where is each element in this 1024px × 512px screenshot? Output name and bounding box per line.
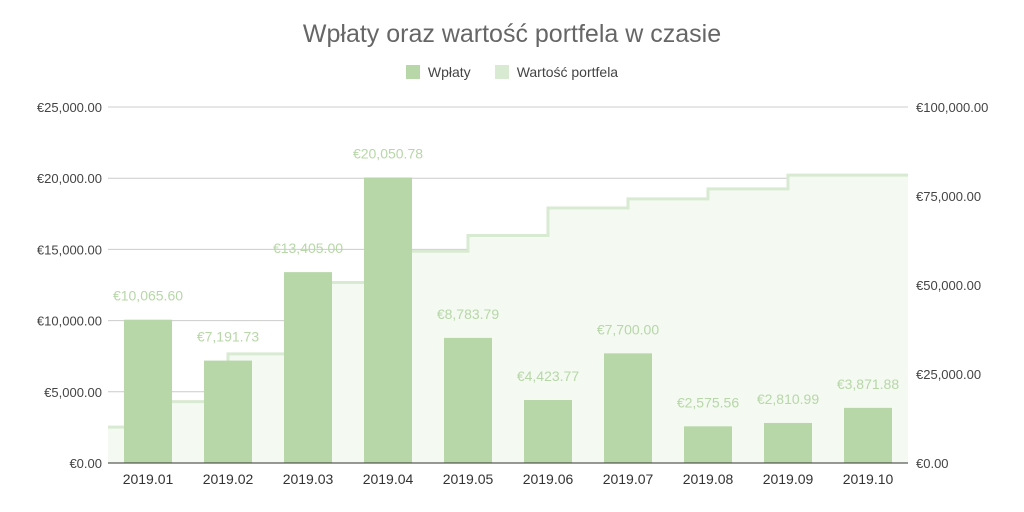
bar-value-label: €3,871.88: [837, 376, 899, 392]
bar: [124, 319, 172, 463]
y-left-tick-label: €10,000.00: [37, 314, 102, 329]
bar: [364, 177, 412, 463]
x-tick-label: 2019.01: [123, 471, 174, 487]
legend-swatch-wplaty: [405, 65, 420, 79]
y-left-tick-label: €20,000.00: [37, 171, 102, 186]
x-tick-label: 2019.08: [683, 471, 734, 487]
legend-label-wplaty: Wpłaty: [427, 64, 471, 80]
legend-item-wartosc-portfela[interactable]: Wartość portfela: [494, 64, 619, 80]
y-left-tick-label: €0.00: [69, 456, 102, 471]
legend-item-wplaty[interactable]: Wpłaty: [405, 64, 471, 80]
bar-value-label: €7,700.00: [597, 321, 659, 337]
bar: [684, 426, 732, 463]
bar: [284, 272, 332, 463]
x-tick-label: 2019.09: [763, 471, 814, 487]
y-right-tick-label: €75,000.00: [916, 189, 981, 204]
legend-label-wartosc-portfela: Wartość portfela: [516, 64, 619, 80]
x-tick-label: 2019.07: [603, 471, 654, 487]
x-tick-label: 2019.03: [283, 471, 334, 487]
bar: [844, 407, 892, 463]
bar: [524, 400, 572, 463]
bar-value-label: €7,191.73: [197, 329, 259, 345]
x-tick-label: 2019.06: [523, 471, 574, 487]
x-tick-label: 2019.10: [843, 471, 894, 487]
x-tick-label: 2019.05: [443, 471, 494, 487]
bar: [604, 353, 652, 463]
y-left-tick-label: €25,000.00: [37, 100, 102, 115]
bar-value-label: €4,423.77: [517, 368, 579, 384]
x-tick-label: 2019.04: [363, 471, 414, 487]
y-right-tick-label: €0.00: [916, 456, 949, 471]
chart-title: Wpłaty oraz wartość portfela w czasie: [302, 20, 722, 48]
bar-value-label: €2,575.56: [677, 394, 739, 410]
bar: [204, 360, 252, 463]
bar-value-label: €10,065.60: [113, 288, 183, 304]
bar-value-label: €20,050.78: [353, 145, 423, 161]
y-left-tick-label: €5,000.00: [44, 385, 102, 400]
legend: Wpłaty Wartość portfela: [0, 64, 1024, 80]
bar-value-label: €2,810.99: [757, 391, 819, 407]
bar-value-label: €8,783.79: [437, 306, 499, 322]
y-right-tick-label: €25,000.00: [916, 367, 981, 382]
bar: [444, 337, 492, 463]
bar: [764, 422, 812, 463]
x-tick-label: 2019.02: [203, 471, 254, 487]
y-right-tick-label: €50,000.00: [916, 278, 981, 293]
y-left-tick-label: €15,000.00: [37, 242, 102, 257]
y-right-tick-label: €100,000.00: [916, 100, 988, 115]
legend-swatch-wartosc-portfela: [494, 65, 509, 79]
bar-value-label: €13,405.00: [273, 240, 343, 256]
